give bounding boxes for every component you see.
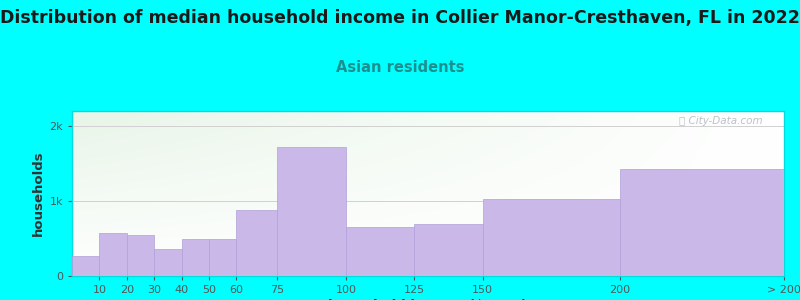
Bar: [72, 256, 99, 276]
Bar: [126, 235, 154, 276]
Y-axis label: households: households: [32, 151, 45, 236]
Bar: [182, 238, 209, 276]
Bar: [414, 224, 482, 276]
Text: ⓘ City-Data.com: ⓘ City-Data.com: [679, 116, 762, 126]
Bar: [154, 249, 182, 276]
Bar: [99, 233, 126, 276]
Bar: [346, 226, 414, 276]
Bar: [236, 210, 278, 276]
Text: Asian residents: Asian residents: [336, 60, 464, 75]
Text: Distribution of median household income in Collier Manor-Cresthaven, FL in 2022: Distribution of median household income …: [0, 9, 800, 27]
Bar: [278, 147, 346, 276]
X-axis label: household income ($1000): household income ($1000): [329, 299, 527, 300]
Bar: [482, 199, 620, 276]
Bar: [209, 239, 236, 276]
Bar: [620, 169, 784, 276]
